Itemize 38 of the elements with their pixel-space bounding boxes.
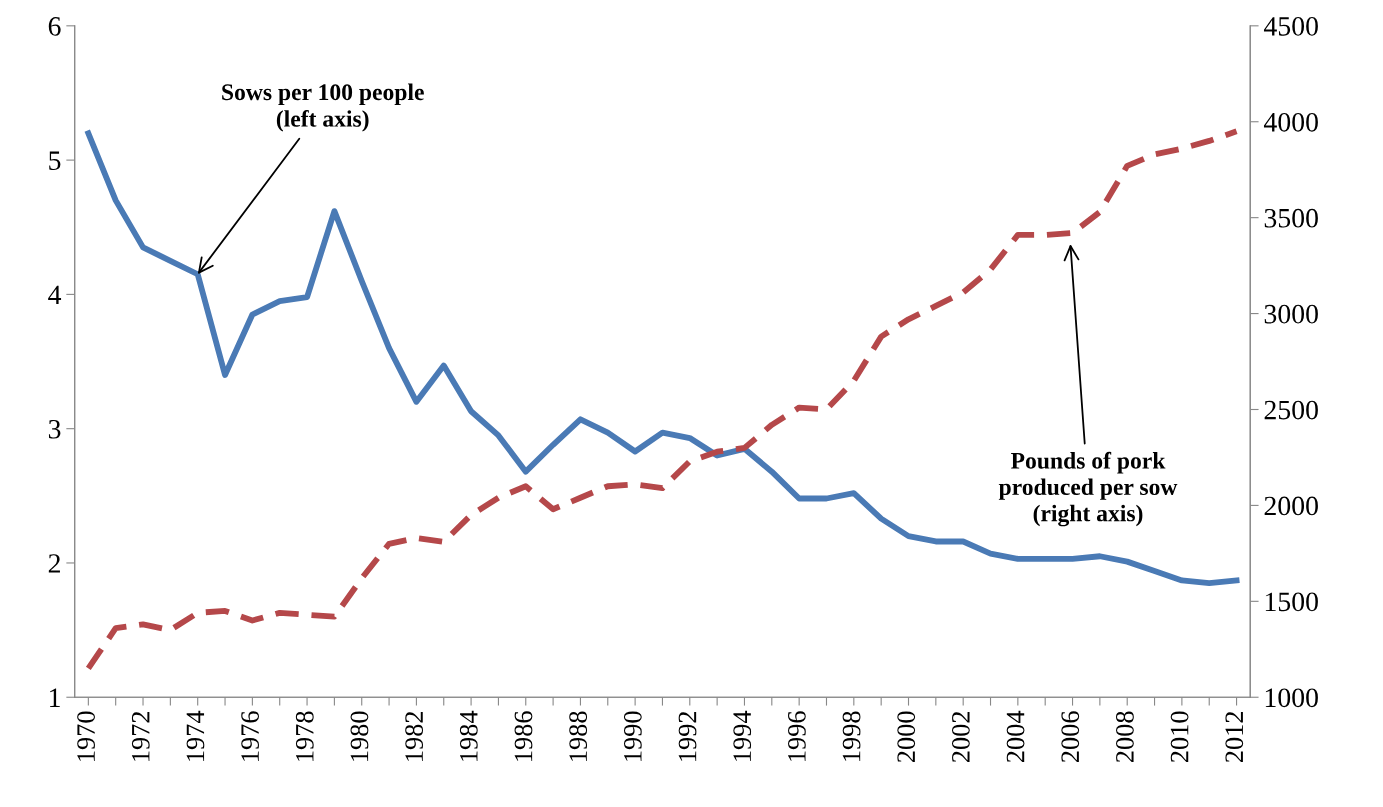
x-tick-label: 1972	[131, 711, 150, 761]
y-tick-label: 1	[50, 688, 60, 707]
y-tick-label: 4	[48, 285, 62, 305]
y2-tick-label: 4000	[1263, 112, 1318, 132]
x-tick-label: 1976	[241, 711, 259, 761]
x-tick-label: 1988	[569, 711, 588, 761]
annotation: Sows per 100 people (left axis)	[222, 83, 424, 132]
y2-tick-label: 3000	[1264, 304, 1318, 324]
x-tick-label: 1984	[459, 710, 478, 761]
y-tick-label: 6	[48, 17, 61, 36]
x-tick-label: 1996	[788, 711, 806, 761]
x-tick-label: 1992	[678, 711, 697, 761]
x-tick-label: 1970	[77, 711, 95, 761]
y2-tick-label: 4500	[1263, 16, 1318, 36]
y2-tick-label: 1500	[1265, 592, 1318, 612]
x-tick-label: 2000	[897, 711, 916, 763]
x-tick-label: 2002	[951, 711, 970, 763]
y2-tick-label: 3500	[1264, 208, 1318, 228]
x-tick-label: 1998	[842, 711, 861, 761]
y2-tick-label: 1000	[1265, 688, 1318, 708]
x-tick-label: 1994	[733, 710, 752, 761]
x-tick-label: 2010	[1170, 711, 1189, 763]
x-tick-label: 1980	[350, 711, 369, 761]
x-tick-label: 2004	[1006, 710, 1025, 763]
x-tick-label: 1974	[186, 710, 205, 761]
y-tick-label: 5	[49, 151, 61, 171]
x-tick-label: 2012	[1225, 711, 1244, 763]
y-tick-label: 3	[48, 419, 61, 439]
x-tick-label: 1982	[405, 711, 424, 761]
x-tick-label: 1986	[514, 711, 533, 761]
y2-tick-label: 2000	[1264, 496, 1318, 516]
x-tick-label: 2008	[1116, 711, 1134, 763]
annotation: Pounds of pork produced per sow (right axis)	[998, 451, 1178, 527]
x-tick-label: 2006	[1061, 711, 1080, 763]
y2-tick-label: 2500	[1264, 400, 1318, 420]
x-tick-label: 1990	[623, 711, 642, 761]
x-tick-label: 1978	[295, 711, 314, 761]
y-tick-label: 2	[48, 554, 60, 573]
